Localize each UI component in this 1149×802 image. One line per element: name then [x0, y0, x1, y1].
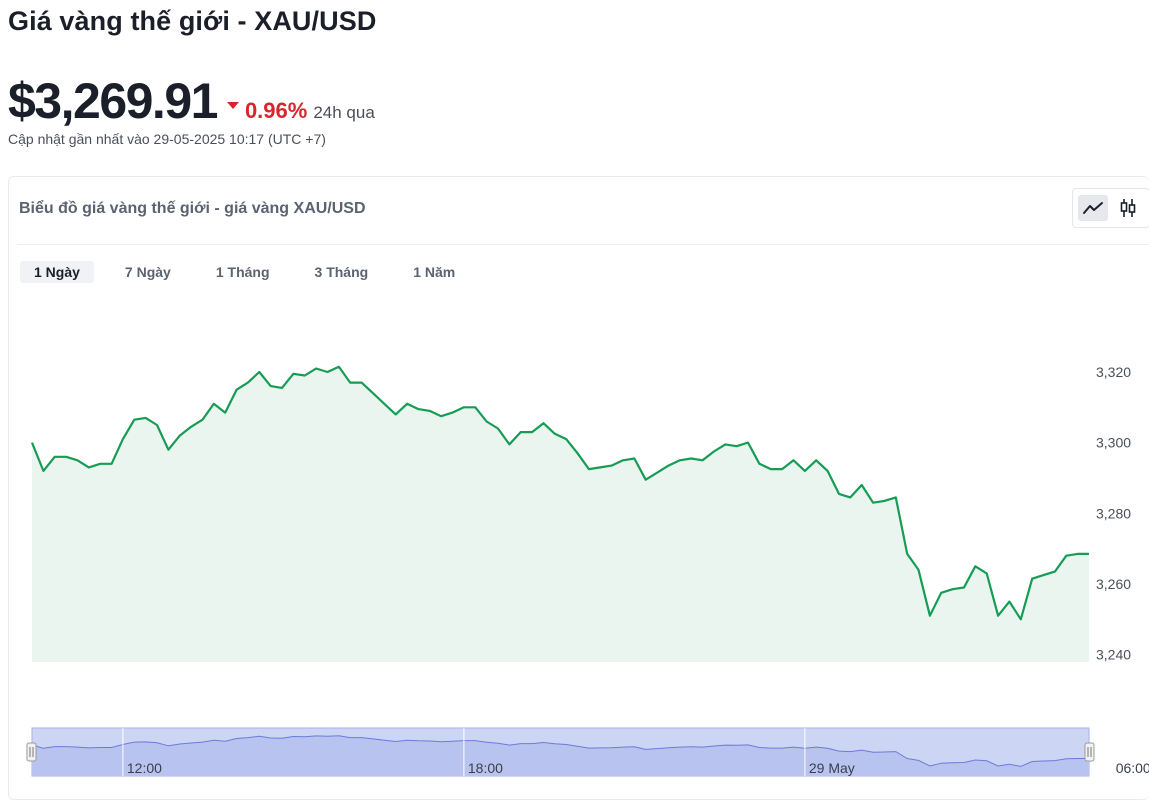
range-tabs: 1 Ngày 7 Ngày 1 Tháng 3 Tháng 1 Năm [20, 261, 486, 283]
navigator-right-handle[interactable] [1084, 742, 1095, 762]
x-tick-label: 18:00 [468, 760, 503, 776]
y-tick-label: 3,320 [1096, 364, 1131, 380]
range-tab-1-year[interactable]: 1 Năm [413, 264, 456, 280]
x-tick-label: 29 May [809, 760, 855, 776]
y-axis: 3,240 3,260 3,280 3,300 3,320 [1096, 364, 1131, 663]
page-title: Giá vàng thế giới - XAU/USD [8, 6, 377, 36]
range-tab-7-days[interactable]: 7 Ngày [124, 264, 171, 280]
range-tab-1-month[interactable]: 1 Tháng [215, 264, 270, 280]
y-tick-label: 3,260 [1096, 576, 1131, 592]
price-line [30, 365, 1089, 621]
price-change-percent: 0.96% [244, 98, 308, 123]
range-tab-1-day[interactable]: 1 Ngày [20, 261, 94, 283]
line-chart-icon [1083, 202, 1103, 214]
candlestick-button[interactable] [1113, 195, 1143, 221]
card-divider [17, 244, 1149, 245]
price-area-fill [32, 366, 1089, 662]
y-tick-label: 3,300 [1096, 435, 1131, 451]
range-navigator[interactable]: 12:00 18:00 29 May 06:00 [26, 727, 1149, 777]
current-price: $3,269.91 [8, 73, 218, 129]
line-chart-button[interactable] [1078, 195, 1108, 221]
price-change-period: 24h qua [313, 103, 375, 122]
range-tab-3-months[interactable]: 3 Tháng [314, 264, 369, 280]
y-tick-label: 3,240 [1096, 647, 1131, 663]
navigator-area [32, 735, 1089, 776]
navigator-line [31, 735, 1089, 767]
down-arrow-icon [226, 102, 239, 109]
candlestick-icon [1120, 199, 1136, 217]
chart-view-toggle [1072, 188, 1149, 228]
main-plot [30, 365, 1089, 662]
y-tick-label: 3,280 [1096, 505, 1131, 521]
x-tick-label: 12:00 [127, 760, 162, 776]
last-updated: Cập nhật gần nhất vào 29-05-2025 10:17 (… [8, 131, 326, 147]
price-row: $3,269.91 0.96% 24h qua [8, 72, 375, 130]
chart-title: Biểu đồ giá vàng thế giới - giá vàng XAU… [19, 200, 366, 217]
navigator-left-handle[interactable] [26, 742, 37, 762]
chart-card: Biểu đồ giá vàng thế giới - giá vàng XAU… [8, 176, 1149, 800]
x-tick-label: 06:00 [1116, 760, 1149, 776]
